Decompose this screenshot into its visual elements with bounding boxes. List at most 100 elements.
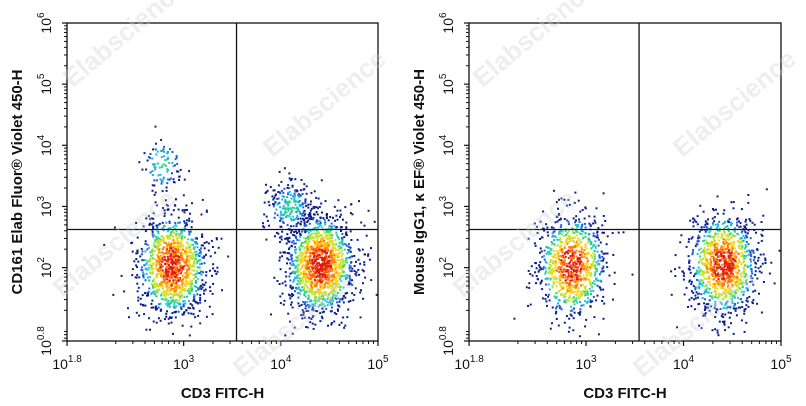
- event-dot: [561, 276, 564, 279]
- event-dot: [213, 269, 216, 272]
- event-dot: [587, 251, 590, 254]
- event-dot: [351, 284, 354, 286]
- event-dot: [576, 276, 579, 279]
- event-dot: [714, 248, 717, 251]
- event-dot: [574, 290, 577, 293]
- event-dot: [319, 303, 321, 306]
- event-dot: [301, 214, 304, 217]
- event-dot: [721, 234, 724, 237]
- event-dot: [301, 217, 304, 220]
- event-dot: [335, 234, 338, 237]
- event-dot: [696, 293, 699, 296]
- event-dot: [706, 243, 709, 246]
- event-dot: [162, 277, 165, 280]
- event-dot: [343, 326, 346, 329]
- event-dot: [304, 231, 307, 234]
- event-dot: [182, 275, 184, 278]
- event-dot: [721, 251, 724, 254]
- event-dot: [339, 226, 342, 229]
- event-dot: [568, 290, 571, 293]
- event-dot: [323, 261, 326, 264]
- x-tick-label: 105: [367, 354, 389, 372]
- event-dot: [307, 246, 310, 249]
- event-dot: [568, 262, 571, 265]
- event-dot: [702, 210, 705, 213]
- event-dot: [159, 281, 162, 284]
- event-dot: [316, 237, 319, 240]
- event-dot: [152, 286, 154, 289]
- event-dot: [727, 260, 730, 263]
- event-dot: [332, 289, 335, 292]
- event-dot: [154, 201, 157, 204]
- event-dot: [721, 272, 724, 275]
- event-dot: [709, 258, 712, 261]
- event-dot: [174, 245, 177, 248]
- event-dot: [539, 247, 542, 250]
- event-dot: [535, 267, 538, 270]
- event-dot: [584, 289, 587, 292]
- event-dot: [563, 262, 566, 265]
- event-dot: [318, 263, 321, 266]
- event-dot: [564, 270, 567, 273]
- event-dot: [525, 286, 528, 289]
- event-dot: [565, 301, 567, 304]
- event-dot: [685, 245, 688, 248]
- event-dot: [698, 292, 701, 295]
- event-dot: [317, 305, 320, 308]
- event-dot: [325, 233, 328, 236]
- event-dot: [306, 268, 309, 271]
- event-dot: [150, 223, 153, 226]
- event-dot: [175, 279, 178, 282]
- event-dot: [309, 305, 312, 307]
- event-dot: [177, 277, 180, 280]
- event-dot: [705, 303, 708, 306]
- event-dot: [185, 280, 188, 282]
- event-dot: [227, 255, 230, 258]
- event-dot: [697, 234, 700, 237]
- event-dot: [736, 271, 739, 274]
- event-dot: [727, 311, 730, 314]
- event-dot: [704, 307, 707, 310]
- event-dot: [719, 281, 722, 284]
- event-dot: [572, 317, 575, 320]
- event-dot: [296, 238, 299, 241]
- event-dot: [144, 279, 147, 282]
- event-dot: [179, 245, 181, 248]
- event-dot: [560, 273, 563, 276]
- event-dot: [579, 210, 582, 213]
- event-dot: [322, 303, 325, 306]
- event-dot: [192, 239, 195, 242]
- event-dot: [709, 245, 712, 248]
- event-dot: [762, 214, 765, 217]
- event-dot: [585, 274, 588, 277]
- event-dot: [560, 286, 563, 289]
- event-dot: [288, 246, 291, 249]
- event-dot: [735, 314, 738, 317]
- event-dot: [284, 209, 287, 212]
- event-dot: [314, 291, 317, 294]
- event-dot: [193, 251, 196, 254]
- event-dot: [528, 286, 531, 289]
- event-dot: [592, 290, 595, 293]
- event-dot: [596, 230, 599, 233]
- event-dot: [210, 239, 213, 242]
- event-dot: [217, 246, 220, 249]
- event-dot: [351, 213, 354, 216]
- event-dot: [710, 255, 713, 258]
- event-dot: [584, 293, 587, 296]
- event-dot: [331, 234, 334, 236]
- event-dot: [291, 254, 294, 257]
- event-dot: [578, 238, 581, 241]
- event-dot: [566, 287, 569, 290]
- event-dot: [293, 270, 296, 273]
- event-dot: [196, 261, 199, 264]
- event-dot: [281, 230, 284, 233]
- event-dot: [573, 265, 576, 268]
- event-dot: [559, 217, 562, 220]
- event-dot: [348, 266, 351, 269]
- event-dot: [554, 253, 557, 256]
- event-dot: [276, 198, 279, 200]
- event-dot: [722, 251, 725, 254]
- event-dot: [729, 280, 731, 283]
- event-dot: [290, 177, 293, 180]
